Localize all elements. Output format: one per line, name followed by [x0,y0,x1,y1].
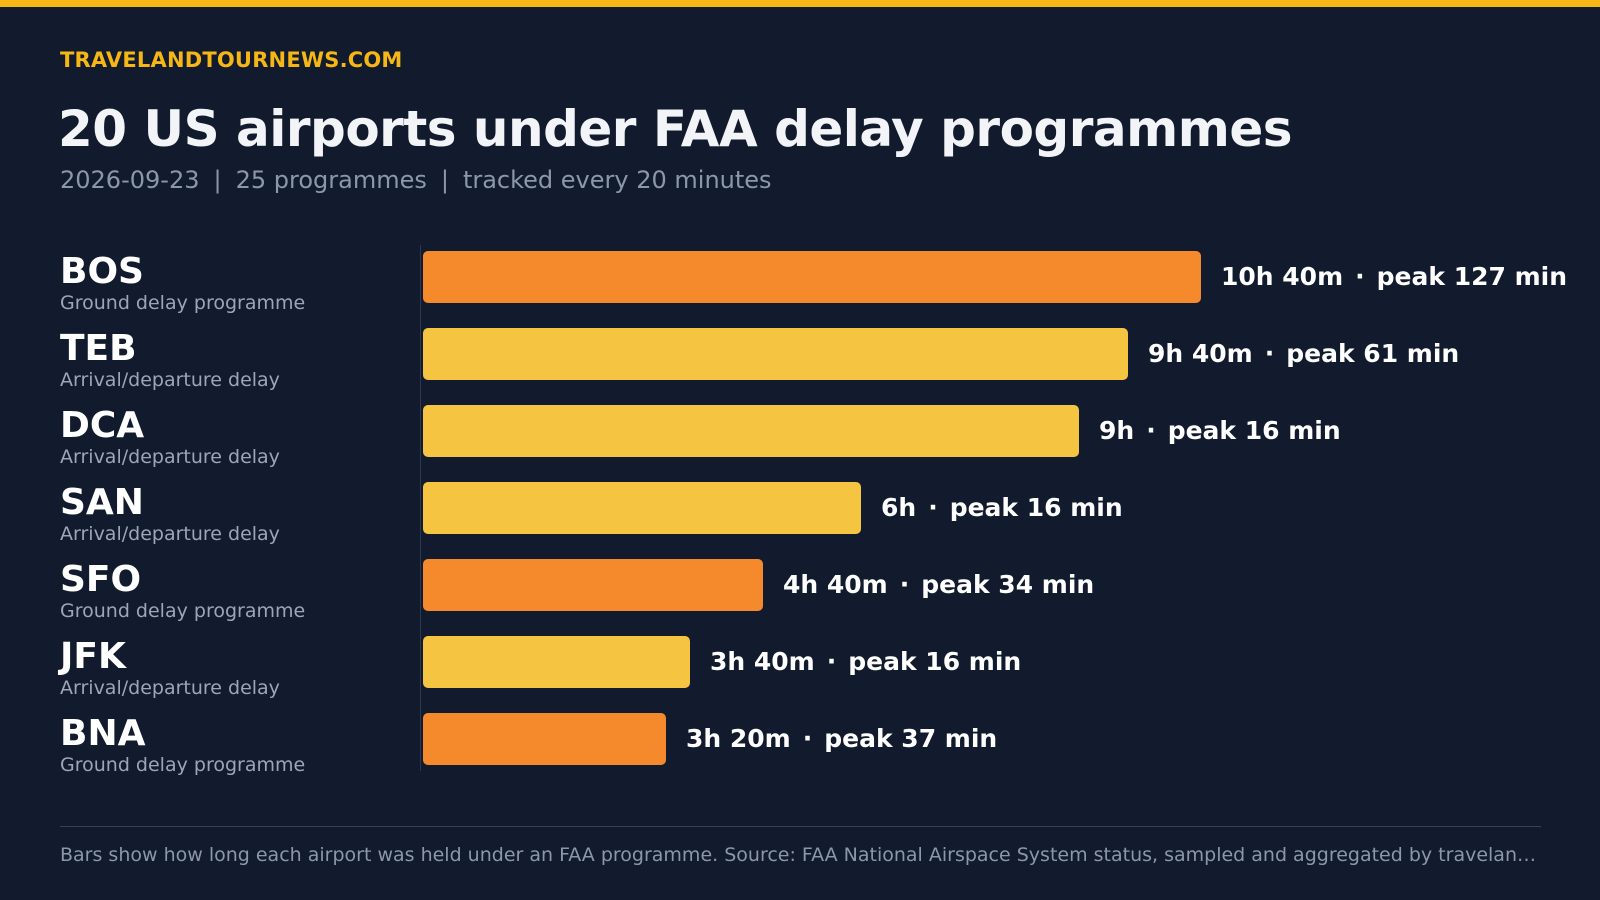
bar [423,405,1079,457]
peak-label: peak 37 min [824,724,998,753]
subtitle-programme-count: 25 programmes [235,166,427,194]
chart-title: 20 US airports under FAA delay programme… [58,100,1293,158]
bar-value-label: 4h 40m · peak 34 min [783,559,1094,611]
label-separator: · [826,647,837,676]
subtitle-date: 2026-09-23 [60,166,200,194]
peak-label: peak 34 min [921,570,1095,599]
programme-type: Arrival/departure delay [60,677,280,699]
bar [423,251,1201,303]
programme-type: Ground delay programme [60,600,306,622]
programme-type: Arrival/departure delay [60,369,280,391]
subtitle-separator: | [213,166,222,194]
bar-value-label: 10h 40m · peak 127 min [1221,251,1567,303]
airport-code: BOS [60,251,144,292]
peak-label: peak 16 min [949,493,1123,522]
programme-type: Ground delay programme [60,754,306,776]
peak-label: peak 127 min [1376,262,1567,291]
programme-type: Ground delay programme [60,292,306,314]
bar [423,328,1128,380]
label-separator: · [1146,416,1156,445]
duration-label: 4h 40m [783,570,888,599]
bar-value-label: 3h 40m · peak 16 min [710,636,1021,688]
label-separator: · [899,570,910,599]
airport-code: TEB [60,328,137,369]
duration-label: 9h [1099,416,1135,445]
bar [423,559,763,611]
duration-label: 10h 40m [1221,262,1344,291]
bar-value-label: 9h 40m · peak 61 min [1148,328,1459,380]
footer-note: Bars show how long each airport was held… [60,844,1541,866]
chart-subtitle: 2026-09-23 | 25 programmes | tracked every 2… [60,166,772,194]
duration-label: 3h 20m [686,724,791,753]
row-label: JFK Arrival/departure delay [60,636,400,700]
airport-code: BNA [60,713,146,754]
brand-name: TRAVELANDTOURNEWS.COM [60,48,403,72]
subtitle-separator: | [440,166,449,194]
duration-label: 9h 40m [1148,339,1253,368]
row-label: SFO Ground delay programme [60,559,400,623]
duration-label: 3h 40m [710,647,815,676]
row-label: TEB Arrival/departure delay [60,328,400,392]
bar-value-label: 9h · peak 16 min [1099,405,1341,457]
peak-label: peak 61 min [1286,339,1460,368]
duration-label: 6h [881,493,917,522]
peak-label: peak 16 min [1167,416,1341,445]
bar-value-label: 3h 20m · peak 37 min [686,713,997,765]
label-separator: · [928,493,938,522]
airport-code: DCA [60,405,145,446]
label-separator: · [1264,339,1275,368]
row-label: BOS Ground delay programme [60,251,400,315]
accent-top-bar [0,0,1600,7]
peak-label: peak 16 min [848,647,1022,676]
bar [423,482,861,534]
row-label: SAN Arrival/departure delay [60,482,400,546]
label-separator: · [802,724,813,753]
row-label: BNA Ground delay programme [60,713,400,777]
bar [423,713,666,765]
bar-value-label: 6h · peak 16 min [881,482,1123,534]
chart-axis-line [420,245,421,771]
airport-code: JFK [60,636,126,677]
row-label: DCA Arrival/departure delay [60,405,400,469]
label-separator: · [1355,262,1365,291]
airport-code: SFO [60,559,142,600]
bar [423,636,690,688]
programme-type: Arrival/departure delay [60,523,280,545]
footer-divider [60,826,1541,827]
subtitle-tracking-frequency: tracked every 20 minutes [462,166,772,194]
programme-type: Arrival/departure delay [60,446,280,468]
airport-code: SAN [60,482,144,523]
